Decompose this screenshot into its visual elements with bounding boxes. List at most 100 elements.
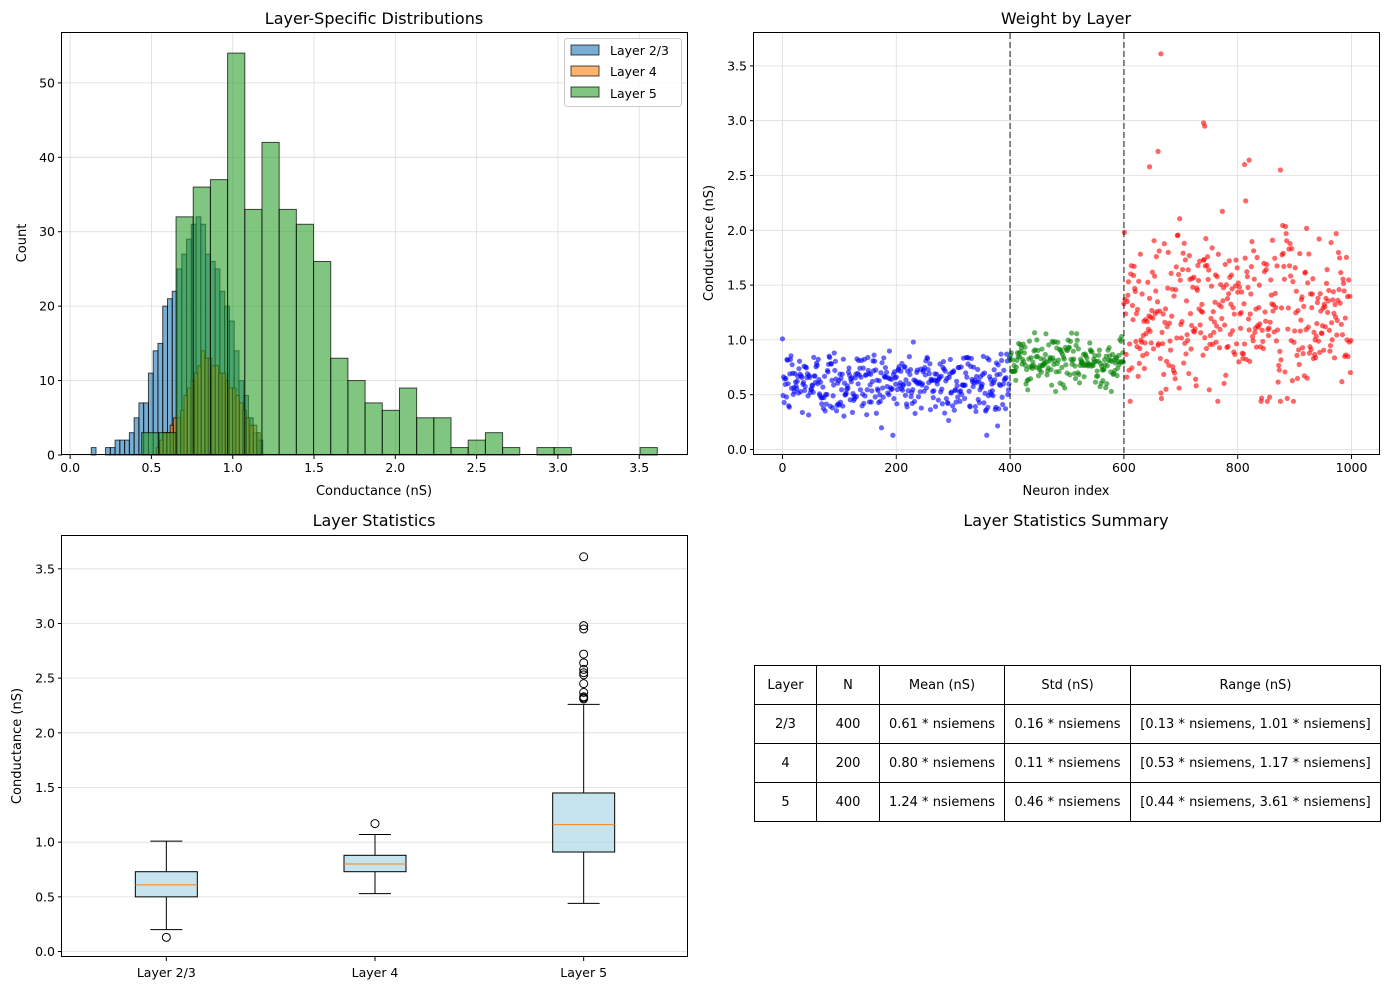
scatter-point xyxy=(986,357,992,363)
scatter-point xyxy=(1169,313,1175,319)
scatter-point xyxy=(955,394,961,400)
scatter-point xyxy=(1167,338,1173,344)
scatter-point xyxy=(971,364,977,370)
scatter-point xyxy=(1068,330,1075,336)
scatter-point xyxy=(1075,346,1081,352)
histogram-bar xyxy=(192,186,211,456)
scatter-axes-frame xyxy=(753,32,1380,455)
scatter-point xyxy=(1339,332,1346,338)
scatter-point xyxy=(1256,282,1262,288)
table-cell: 4 xyxy=(754,743,817,783)
scatter-point xyxy=(1287,241,1293,247)
scatter-point xyxy=(1289,378,1295,384)
scatter-point xyxy=(1134,306,1141,313)
table-cell: [0.53 * nsiemens, 1.17 * nsiemens] xyxy=(1130,743,1381,783)
scatter-point xyxy=(1270,308,1276,314)
scatter-point xyxy=(1314,320,1320,327)
scatter-point xyxy=(985,404,991,410)
scatter-point xyxy=(1101,366,1107,372)
scatter-point xyxy=(1185,337,1191,344)
scatter-point xyxy=(1292,265,1298,271)
scatter-point xyxy=(878,370,884,376)
scatter-point xyxy=(976,378,982,384)
scatter-point xyxy=(1203,345,1210,352)
scatter-point xyxy=(1329,320,1335,326)
scatter-x-tick-label: 0 xyxy=(778,460,786,475)
histogram-x-tick-label: 0.0 xyxy=(60,460,80,475)
scatter-point xyxy=(1149,269,1155,275)
boxplot-title: Layer Statistics xyxy=(313,511,436,530)
scatter-point xyxy=(1269,237,1276,243)
scatter-point xyxy=(846,365,852,371)
scatter-point xyxy=(1145,279,1151,285)
scatter-point xyxy=(1010,357,1016,363)
scatter-point xyxy=(1242,255,1248,261)
scatter-point xyxy=(1066,344,1072,350)
scatter-point xyxy=(890,432,896,438)
scatter-point xyxy=(1211,329,1217,335)
scatter-point xyxy=(1259,327,1265,333)
scatter-point xyxy=(1285,305,1291,311)
scatter-point xyxy=(1067,338,1074,344)
scatter-point xyxy=(1181,360,1187,366)
scatter-point xyxy=(1055,339,1061,345)
scatter-point xyxy=(935,397,941,403)
scatter-point xyxy=(1095,373,1101,379)
scatter-point xyxy=(1148,340,1154,346)
scatter-point xyxy=(1119,333,1125,340)
scatter-point xyxy=(1174,335,1180,341)
scatter-point xyxy=(1196,258,1203,264)
histogram-bar xyxy=(128,432,135,456)
scatter-point xyxy=(831,350,837,356)
scatter-point xyxy=(1034,337,1040,343)
scatter-xlabel: Neuron index xyxy=(1023,484,1110,499)
scatter-point xyxy=(1194,287,1200,293)
histogram-bar xyxy=(209,179,229,456)
boxplot-x-tick-label: Layer 2/3 xyxy=(137,965,196,980)
scatter-point xyxy=(1305,280,1311,286)
scatter-point xyxy=(1005,391,1011,398)
histogram-bar xyxy=(313,260,332,456)
scatter-point xyxy=(1135,373,1141,379)
scatter-point xyxy=(951,407,957,413)
scatter-point xyxy=(869,378,875,385)
scatter-point xyxy=(1277,398,1284,404)
histogram-bar xyxy=(227,52,246,456)
boxplot-panel: Layer Statistics 0.0 0.5 1.0 1.5 2.0 2.5 3.0 3.… xyxy=(10,511,688,980)
scatter-point xyxy=(1263,266,1269,273)
boxplot-outlier xyxy=(579,679,589,689)
histogram-bar xyxy=(381,409,400,456)
scatter-point xyxy=(904,404,910,410)
histogram-bar xyxy=(244,208,263,456)
scatter-point xyxy=(1249,334,1256,340)
scatter-point xyxy=(1204,254,1211,260)
scatter-point xyxy=(1208,315,1214,322)
scatter-point xyxy=(1153,254,1159,260)
scatter-point xyxy=(1317,349,1323,355)
scatter-point xyxy=(869,388,875,394)
scatter-point xyxy=(1205,276,1211,283)
scatter-point xyxy=(1303,225,1310,231)
scatter-point xyxy=(822,408,828,414)
scatter-point xyxy=(877,398,883,404)
scatter-point xyxy=(1180,250,1186,256)
scatter-point xyxy=(901,381,907,387)
scatter-point xyxy=(1257,321,1263,327)
boxplot-y-tick-label: 3.0 xyxy=(35,616,55,631)
scatter-point xyxy=(1048,367,1054,373)
scatter-point xyxy=(1273,338,1280,344)
scatter-point xyxy=(902,392,908,398)
scatter-point xyxy=(1281,263,1287,270)
boxplot-y-tick-label: 2.5 xyxy=(35,671,55,686)
scatter-y-tick-label: 3.5 xyxy=(727,58,747,73)
scatter-point xyxy=(1109,351,1116,357)
scatter-point xyxy=(1039,346,1045,352)
scatter-point xyxy=(1330,289,1336,295)
scatter-x-tick-label: 800 xyxy=(1226,460,1250,475)
scatter-x-tick-label: 400 xyxy=(998,460,1022,475)
boxplot-outlier xyxy=(579,624,589,634)
scatter-point xyxy=(1231,311,1237,317)
scatter-point xyxy=(1183,298,1190,304)
scatter-point xyxy=(1297,328,1303,334)
histogram-panel: Layer-Specific Distributions 0.0 0.5 1.0 1.… xyxy=(15,9,688,499)
